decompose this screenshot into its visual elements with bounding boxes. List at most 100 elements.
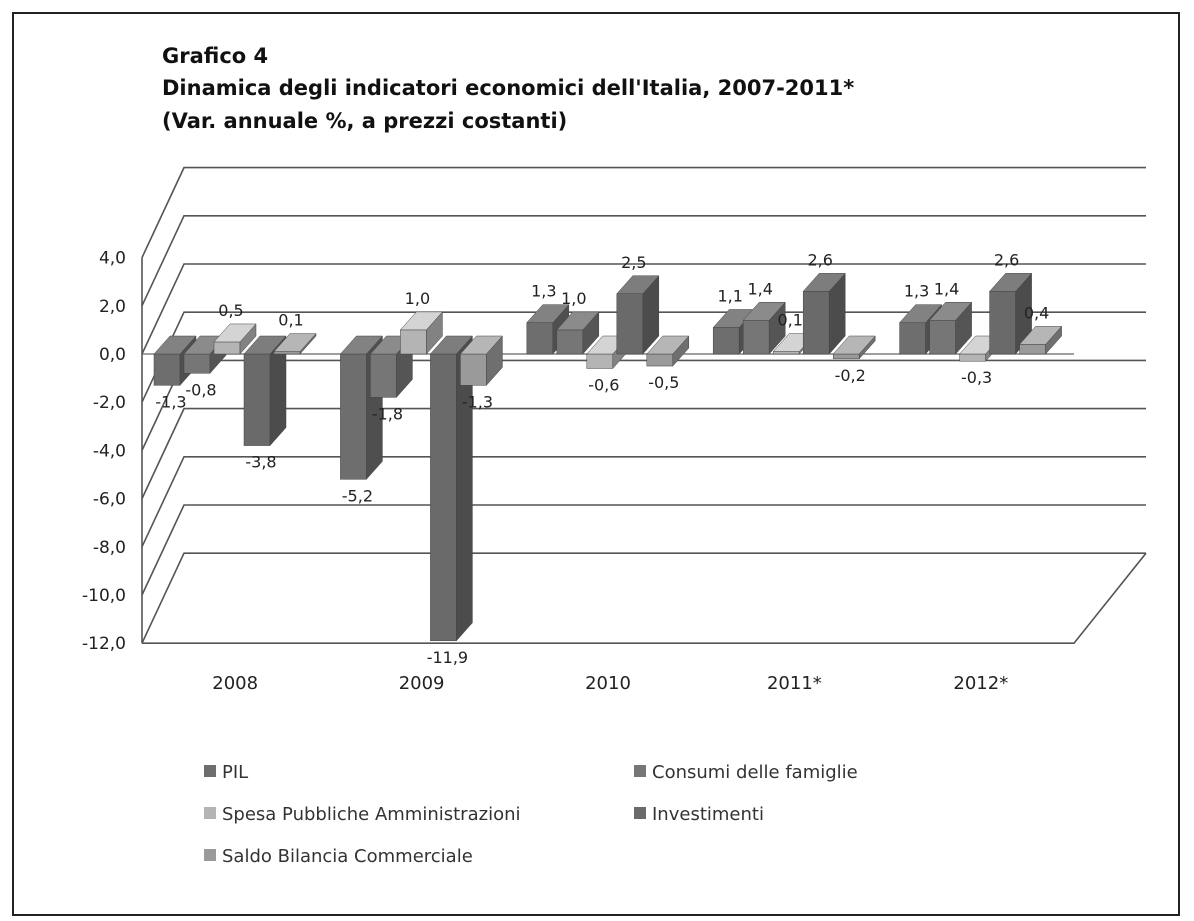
legend-swatch <box>634 765 646 777</box>
data-label: 0,4 <box>1024 303 1049 322</box>
bar-top <box>616 275 660 294</box>
bar-top <box>929 302 973 321</box>
data-label: 1,4 <box>934 279 959 298</box>
data-label: 0,1 <box>278 311 303 330</box>
data-label: 0,5 <box>218 301 243 320</box>
bar <box>370 353 397 398</box>
bar-top <box>989 273 1033 292</box>
x-tick-label: 2011* <box>767 673 822 694</box>
legend-swatch <box>204 807 216 819</box>
data-label: 0,1 <box>777 311 802 330</box>
data-label: 2,6 <box>994 250 1019 269</box>
bar <box>183 353 211 374</box>
legend-item: Consumi delle famiglie <box>634 762 858 783</box>
data-label: -0,8 <box>185 380 216 399</box>
bar-top <box>339 335 383 355</box>
data-label: 1,0 <box>561 289 586 308</box>
bar <box>213 341 241 355</box>
legend-label: Spesa Pubbliche Amministrazioni <box>222 804 521 825</box>
y-tick-label: 2,0 <box>99 297 126 317</box>
bar <box>460 353 487 386</box>
legend-item: Spesa Pubbliche Amministrazioni <box>204 804 521 825</box>
data-label: 2,6 <box>807 250 832 269</box>
y-tick-label: -12,0 <box>82 634 126 654</box>
x-tick-label: 2012* <box>953 673 1008 694</box>
bar <box>646 353 674 367</box>
bar <box>526 322 554 355</box>
gridline <box>141 504 1146 596</box>
x-tick-label: 2009 <box>399 673 445 694</box>
bar-top <box>459 335 503 355</box>
bar <box>430 353 457 642</box>
bar <box>153 353 181 386</box>
data-label: -1,8 <box>372 404 403 423</box>
bar-top <box>1019 326 1063 345</box>
bar-top <box>213 323 257 343</box>
bar-top <box>429 335 473 355</box>
x-tick-label: 2010 <box>585 673 631 694</box>
data-label: -0,3 <box>961 368 992 387</box>
gridline <box>141 552 1146 644</box>
data-label: -3,8 <box>245 453 276 472</box>
data-label: 1,1 <box>717 286 742 305</box>
bar <box>959 353 986 362</box>
bar <box>273 351 301 355</box>
bar <box>899 322 926 355</box>
data-label: 2,5 <box>621 253 646 272</box>
chart-subtitle: (Var. annuale %, a prezzi costanti) <box>162 109 568 133</box>
data-label: 1,4 <box>747 279 772 298</box>
legend-swatch <box>204 849 216 861</box>
bar <box>742 320 770 355</box>
legend-label: Saldo Bilancia Commerciale <box>222 846 473 867</box>
gridline <box>141 407 1146 499</box>
data-label: -1,3 <box>155 392 186 411</box>
data-label: -1,3 <box>462 392 493 411</box>
y-tick-label: -2,0 <box>93 393 126 413</box>
y-tick-label: -4,0 <box>93 441 126 461</box>
gridline <box>141 455 1146 548</box>
bar-top <box>153 335 197 355</box>
bar <box>616 293 644 355</box>
bar <box>712 327 740 355</box>
legend-swatch <box>204 765 216 777</box>
gridline <box>141 359 1146 451</box>
bar-top <box>802 273 846 292</box>
bar <box>1019 344 1046 355</box>
bar-top <box>742 302 786 321</box>
bar <box>772 351 800 355</box>
data-label: -0,5 <box>648 373 679 392</box>
y-tick-label: 0,0 <box>99 345 126 365</box>
bar <box>243 353 271 446</box>
y-tick-label: -8,0 <box>93 538 126 558</box>
legend-label: Investimenti <box>652 804 764 825</box>
legend-item: Investimenti <box>634 804 764 825</box>
data-label: 1,3 <box>904 282 929 301</box>
bar-top <box>399 311 443 331</box>
legend-label: Consumi delle famiglie <box>652 762 858 783</box>
data-label: -11,9 <box>427 648 468 667</box>
bar-top <box>899 304 943 323</box>
chart-frame: Grafico 4 Dinamica degli indicatori econ… <box>12 12 1180 916</box>
gridline <box>141 166 1146 258</box>
legend-swatch <box>634 807 646 819</box>
bar <box>802 291 830 355</box>
bar <box>340 353 367 480</box>
data-label: -5,2 <box>342 486 373 505</box>
chart-title: Dinamica degli indicatori economici dell… <box>162 76 855 100</box>
bar <box>400 329 427 355</box>
bar <box>832 353 860 360</box>
bar-top <box>273 333 317 352</box>
legend-item: PIL <box>204 762 248 783</box>
y-tick-label: 4,0 <box>99 249 126 269</box>
gridline <box>141 263 1146 355</box>
bar <box>586 353 614 369</box>
y-tick-label: -10,0 <box>82 586 126 606</box>
chart-number: Grafico 4 <box>162 44 269 68</box>
floor-edge <box>142 552 1147 645</box>
bar-chart: 4,02,00,0-2,0-4,0-6,0-8,0-10,0-12,0-1,3-… <box>82 166 1147 694</box>
bar-top <box>526 304 570 323</box>
bar-top <box>556 311 600 331</box>
bar <box>989 291 1016 355</box>
bar <box>556 329 584 355</box>
y-tick-label: -6,0 <box>93 490 126 510</box>
